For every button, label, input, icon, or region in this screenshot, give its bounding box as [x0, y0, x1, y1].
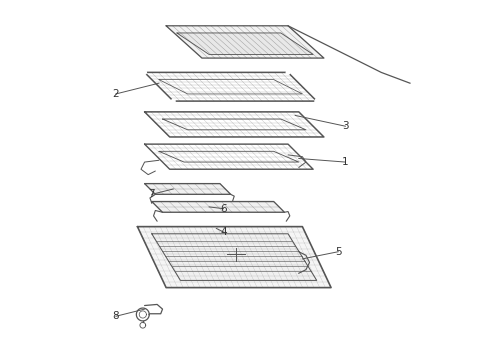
Text: 4: 4	[220, 227, 227, 237]
Circle shape	[143, 71, 147, 74]
Text: 7: 7	[148, 189, 155, 199]
Polygon shape	[145, 184, 231, 194]
Polygon shape	[166, 26, 324, 58]
Circle shape	[286, 71, 290, 74]
Polygon shape	[145, 144, 313, 169]
Polygon shape	[159, 80, 302, 94]
Polygon shape	[163, 119, 306, 130]
Polygon shape	[159, 151, 299, 162]
Text: 6: 6	[220, 204, 227, 214]
Polygon shape	[145, 72, 317, 101]
Text: 3: 3	[342, 121, 349, 131]
Text: 5: 5	[335, 247, 342, 257]
Circle shape	[172, 99, 175, 103]
Text: 2: 2	[113, 89, 119, 99]
Text: 1: 1	[342, 157, 349, 167]
Text: 8: 8	[113, 311, 119, 321]
Polygon shape	[145, 112, 324, 137]
Polygon shape	[137, 226, 331, 288]
Circle shape	[315, 99, 318, 103]
Polygon shape	[152, 202, 285, 212]
Polygon shape	[152, 234, 317, 280]
Polygon shape	[177, 33, 313, 54]
